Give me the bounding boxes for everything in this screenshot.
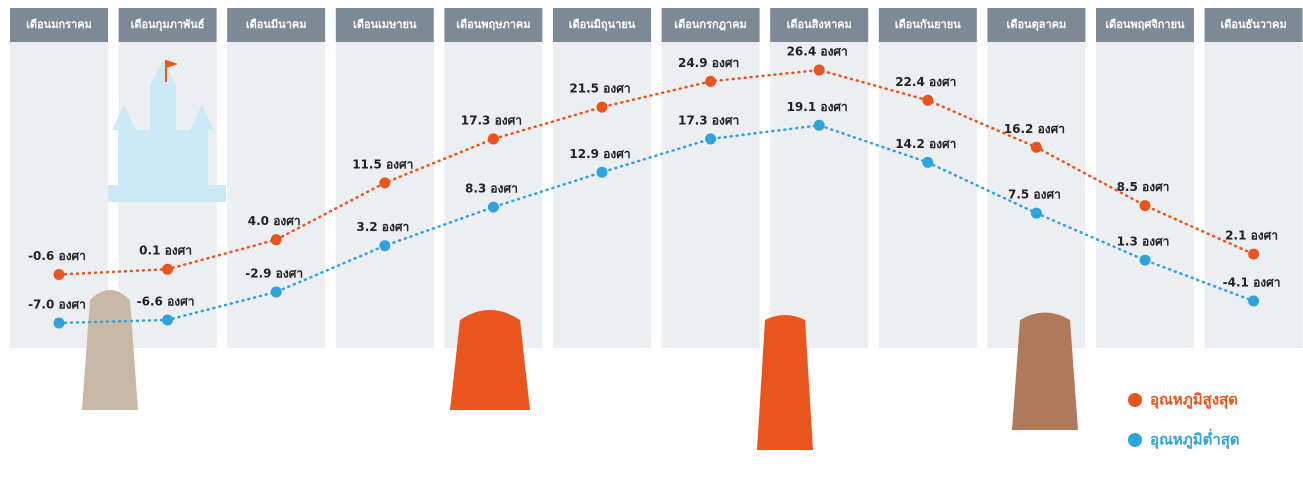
point	[705, 133, 716, 144]
value-label: 0.1 องศา	[139, 244, 192, 258]
point	[162, 264, 173, 275]
point	[922, 157, 933, 168]
column-bg	[227, 42, 325, 348]
x-tick-label: เดือนพฤษภาคม	[456, 18, 530, 31]
point	[488, 202, 499, 213]
x-tick-label: เดือนสิงหาคม	[787, 18, 852, 31]
value-label: 19.1 องศา	[787, 100, 848, 114]
value-label: -2.9 องศา	[245, 266, 303, 280]
value-label: 17.3 องศา	[461, 113, 522, 127]
point	[814, 65, 825, 76]
point	[488, 133, 499, 144]
legend-label: อุณหภูมิสูงสุด	[1150, 391, 1238, 410]
point	[379, 177, 390, 188]
value-label: 17.3 องศา	[678, 113, 739, 127]
value-label: 26.4 องศา	[787, 45, 848, 59]
column-bg	[336, 42, 434, 348]
value-label: -4.1 องศา	[1223, 276, 1281, 290]
point	[162, 314, 173, 325]
x-tick-label: เดือนเมษายน	[353, 18, 417, 31]
column-bg	[1096, 42, 1194, 348]
legend-label: อุณหภูมิต่ำสุด	[1150, 429, 1240, 450]
x-tick-label: เดือนพฤศจิกายน	[1105, 18, 1185, 31]
point	[705, 76, 716, 87]
x-tick-label: เดือนกุมภาพันธ์	[131, 18, 205, 32]
column-bg	[770, 42, 868, 348]
point	[814, 120, 825, 131]
value-label: 2.1 องศา	[1225, 229, 1278, 243]
x-tick-label: เดือนตุลาคม	[1007, 18, 1067, 32]
value-label: 7.5 องศา	[1008, 188, 1061, 202]
value-label: -6.6 องศา	[137, 294, 195, 308]
point	[379, 240, 390, 251]
value-label: 3.2 องศา	[356, 220, 409, 234]
chart: เดือนมกราคม เดือนกุมภาพันธ์ เดือนมีนาคม เดื…	[0, 0, 1303, 495]
value-label: 12.9 องศา	[569, 147, 630, 161]
value-label: 11.5 องศา	[352, 157, 413, 171]
value-label: 24.9 องศา	[678, 56, 739, 70]
value-label: 14.2 องศา	[895, 137, 956, 151]
column-bg	[662, 42, 760, 348]
value-label: 1.3 องศา	[1117, 235, 1170, 249]
point	[54, 269, 65, 280]
value-label: -7.0 องศา	[28, 298, 86, 312]
value-label: 8.5 องศา	[1117, 180, 1170, 194]
point	[1140, 200, 1151, 211]
legend-marker	[1128, 393, 1142, 407]
x-tick-label: เดือนมิถุนายน	[569, 18, 636, 32]
legend-marker	[1128, 433, 1142, 447]
x-tick-label: เดือนกันยายน	[895, 18, 961, 31]
x-tick-label: เดือนกรกฎาคม	[674, 18, 746, 31]
value-label: 4.0 องศา	[248, 214, 301, 228]
x-tick-label: เดือนมกราคม	[26, 18, 92, 31]
point	[54, 318, 65, 329]
point	[1140, 255, 1151, 266]
value-label: 16.2 องศา	[1004, 122, 1065, 136]
point	[922, 95, 933, 106]
point	[597, 167, 608, 178]
value-label: 21.5 องศา	[569, 82, 630, 96]
point	[1248, 296, 1259, 307]
value-label: 8.3 องศา	[465, 182, 518, 196]
point	[1031, 142, 1042, 153]
point	[1031, 208, 1042, 219]
x-tick-label: เดือนมีนาคม	[246, 18, 307, 31]
point	[597, 102, 608, 113]
point	[271, 234, 282, 245]
point	[1248, 249, 1259, 260]
value-label: -0.6 องศา	[28, 249, 86, 263]
point	[271, 286, 282, 297]
value-label: 22.4 องศา	[895, 75, 956, 89]
x-tick-label: เดือนธันวาคม	[1220, 18, 1286, 31]
